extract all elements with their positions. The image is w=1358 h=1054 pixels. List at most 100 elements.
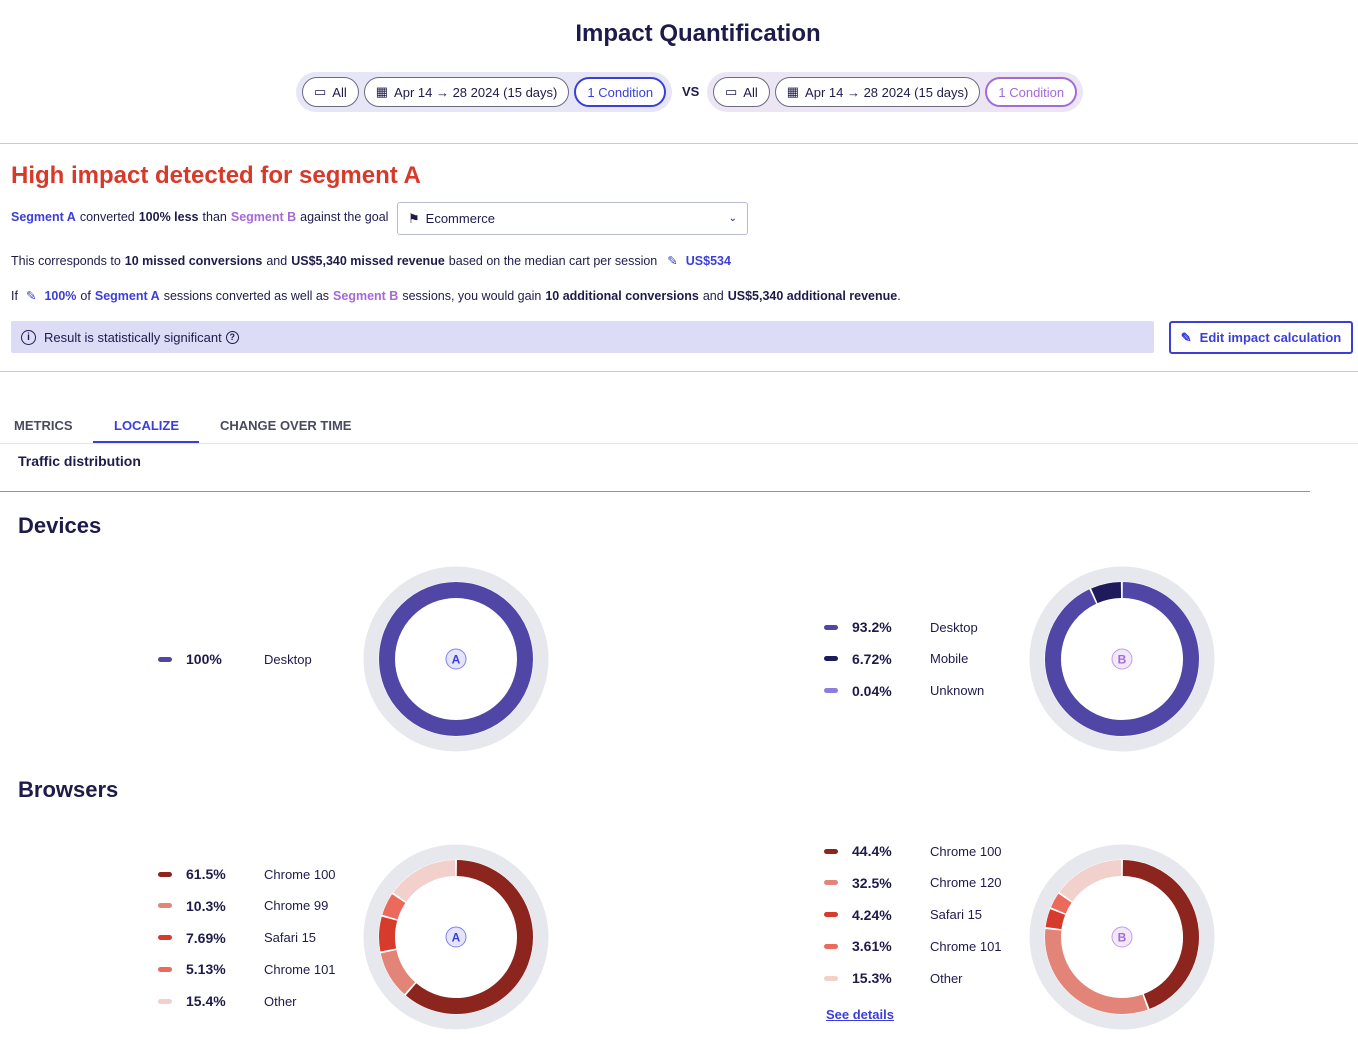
help-icon[interactable]: ?: [225, 330, 239, 344]
legend-percent: 7.69%: [186, 929, 226, 946]
goal-select[interactable]: ⚑ Ecommerce ⌄: [397, 202, 748, 235]
donut-slice-safari-15[interactable]: [379, 916, 398, 952]
percentage-value[interactable]: 100%: [44, 288, 77, 303]
date-filter-b[interactable]: ▦ Apr 14 → 28 2024 (15 days): [774, 77, 981, 107]
median-cart-value[interactable]: US$534: [685, 253, 731, 268]
donut-slice-other[interactable]: [1059, 860, 1122, 902]
text: sessions converted as well as: [163, 288, 330, 303]
segment-a-label: Segment A: [11, 210, 76, 224]
legend-swatch: [158, 935, 172, 940]
legend-label: Other: [264, 993, 297, 1009]
devices-icon: ▭: [725, 84, 738, 99]
traffic-distribution-heading: Traffic distribution: [18, 453, 141, 469]
donut-chart-browsers-b: B: [1029, 844, 1215, 1030]
legend-swatch: [158, 903, 172, 909]
donut-slice-chrome-99[interactable]: [380, 949, 416, 995]
chevron-down-icon: ⌄: [728, 213, 737, 224]
vs-label: VS: [682, 84, 700, 99]
pencil-icon[interactable]: ✎: [25, 289, 37, 303]
donut-slice-chrome-120[interactable]: [1045, 928, 1148, 1014]
legend-item: 44.4% Chrome 100: [824, 841, 1002, 861]
donut-slice-mobile[interactable]: [1091, 582, 1122, 604]
legend-swatch: [158, 998, 172, 1004]
missed-revenue: US$5,340 missed revenue: [291, 253, 445, 268]
donut-slice-other[interactable]: [393, 860, 456, 903]
text: If: [11, 288, 18, 303]
impact-summary-line: Segment A converted 100% less than Segme…: [11, 210, 388, 224]
edit-impact-calculation-button[interactable]: ✎ Edit impact calculation: [1169, 321, 1353, 354]
tab-metrics[interactable]: METRICS: [14, 418, 73, 433]
donut-slice-desktop[interactable]: [379, 582, 533, 736]
legend-label: Desktop: [930, 619, 978, 635]
donut-slice-desktop[interactable]: [1045, 582, 1199, 736]
legend-label: Unknown: [930, 683, 985, 698]
segment-badge: [445, 926, 467, 948]
flag-icon: ⚑: [408, 210, 420, 226]
donut-slice-chrome-100[interactable]: [405, 860, 533, 1014]
condition-button-a[interactable]: 1 Condition: [574, 77, 667, 107]
legend-swatch: [158, 966, 172, 972]
legend-label: Chrome 100: [930, 843, 1002, 859]
legend-label: Safari 15: [930, 907, 983, 922]
divider: [0, 143, 1358, 144]
legend-percent: 100%: [186, 651, 222, 667]
tabs-divider: [0, 443, 1358, 444]
legend-swatch: [824, 656, 838, 662]
legend-percent: 15.3%: [852, 970, 892, 986]
legend-label: Safari 15: [264, 930, 317, 945]
pencil-icon[interactable]: ✎: [667, 254, 678, 268]
segment-b-label: Segment B: [333, 288, 399, 303]
segment-a-filters: ▭ All ▦ Apr 14 → 28 2024 (15 days) 1 Condi…: [296, 72, 673, 112]
legend-item: 61.5% Chrome 100: [158, 864, 336, 884]
missed-revenue-line: This corresponds to 10 missed conversion…: [11, 253, 731, 269]
legend-swatch: [824, 624, 838, 630]
text: and: [702, 288, 724, 303]
text: of: [80, 288, 91, 303]
donut-slice-chrome-101[interactable]: [382, 894, 406, 920]
device-label: All: [332, 84, 347, 100]
legend-swatch: [824, 943, 838, 949]
devices-heading: Devices: [18, 513, 102, 538]
donut-track: [1029, 566, 1215, 752]
calendar-icon: ▦: [375, 84, 389, 99]
potential-gain-line: If ✎ 100% of Segment A sessions converte…: [11, 288, 901, 304]
see-details-link[interactable]: See details: [826, 1007, 894, 1022]
donut-slice-chrome-101[interactable]: [1050, 893, 1072, 914]
tab-localize[interactable]: LOCALIZE: [114, 418, 179, 433]
active-tab-indicator: [93, 441, 199, 443]
legend-percent: 0.04%: [852, 682, 892, 699]
device-filter-a[interactable]: ▭ All: [302, 77, 359, 107]
legend-item: 32.5% Chrome 120: [824, 873, 1002, 893]
condition-button-b[interactable]: 1 Condition: [985, 77, 1078, 107]
page-title: Impact Quantification: [575, 20, 821, 47]
legend-percent: 32.5%: [852, 874, 892, 891]
additional-revenue: US$5,340 additional revenue: [727, 288, 898, 303]
segment-b-filters: ▭ All ▦ Apr 14 → 28 2024 (15 days) 1 Condi…: [707, 72, 1084, 112]
text: This corresponds to: [11, 253, 121, 268]
donut-track: [363, 844, 549, 1030]
legend-percent: 4.24%: [852, 906, 892, 923]
legend-item: 5.13% Chrome 101: [158, 959, 336, 979]
legend-item: 15.3% Other: [824, 968, 963, 988]
legend-label: Mobile: [930, 651, 969, 667]
tab-change-over-time[interactable]: CHANGE OVER TIME: [220, 418, 352, 433]
text: against the goal: [300, 210, 389, 224]
significance-banner: i Result is statistically significant ?: [11, 321, 1154, 353]
goal-value: Ecommerce: [425, 211, 496, 226]
legend-percent: 44.4%: [852, 843, 892, 859]
donut-chart-devices-b: B: [1029, 566, 1215, 752]
date-filter-a[interactable]: ▦ Apr 14 → 28 2024 (15 days): [363, 77, 570, 107]
segment-badge-label: A: [452, 931, 461, 945]
text: and: [266, 253, 288, 268]
device-filter-b[interactable]: ▭ All: [713, 77, 770, 107]
donut-slice-safari-15[interactable]: [1045, 909, 1066, 930]
legend-swatch: [824, 912, 838, 917]
button-label: Edit impact calculation: [1199, 330, 1342, 345]
segment-badge: [1111, 648, 1133, 670]
divider: [0, 371, 1358, 372]
info-icon: i: [21, 329, 36, 345]
donut-slice-chrome-100[interactable]: [1122, 860, 1199, 1009]
legend-label: Chrome 101: [264, 961, 336, 977]
legend-item: 15.4% Other: [158, 991, 297, 1011]
segment-a-label: Segment A: [94, 288, 160, 303]
